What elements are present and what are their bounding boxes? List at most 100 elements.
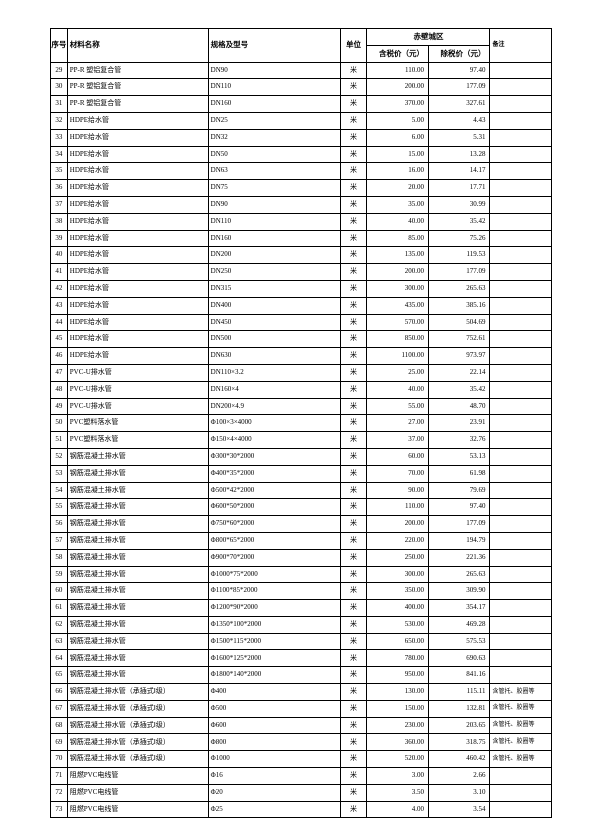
cell-name: 钢筋混凝土排水管 [67, 600, 208, 617]
table-row: 56钢筋混凝土排水管Φ750*60*2000米200.00177.09 [51, 516, 552, 533]
cell-price-notax: 177.09 [428, 264, 490, 281]
hdr-note: 备注 [490, 29, 552, 63]
cell-spec: Φ500*42*2000 [208, 482, 340, 499]
cell-price-tax: 35.00 [367, 196, 429, 213]
cell-seq: 37 [51, 196, 68, 213]
cell-name: HDPE给水管 [67, 348, 208, 365]
cell-price-tax: 40.00 [367, 213, 429, 230]
table-row: 48PVC-U排水管DN160×4米40.0035.42 [51, 381, 552, 398]
cell-name: 钢筋混凝土排水管（承插式Ⅰ级） [67, 717, 208, 734]
table-row: 41HDPE给水管DN250米200.00177.09 [51, 264, 552, 281]
cell-seq: 67 [51, 700, 68, 717]
cell-seq: 70 [51, 751, 68, 768]
table-row: 37HDPE给水管DN90米35.0030.99 [51, 196, 552, 213]
table-row: 52钢筋混凝土排水管Φ300*30*2000米60.0053.13 [51, 448, 552, 465]
cell-unit: 米 [340, 280, 367, 297]
cell-name: PVC-U排水管 [67, 381, 208, 398]
cell-unit: 米 [340, 448, 367, 465]
cell-name: 钢筋混凝土排水管 [67, 532, 208, 549]
cell-price-notax: 318.75 [428, 734, 490, 751]
cell-note [490, 801, 552, 818]
table-row: 32HDPE给水管DN25米5.004.43 [51, 112, 552, 129]
cell-unit: 米 [340, 331, 367, 348]
cell-note [490, 79, 552, 96]
table-row: 49PVC-U排水管DN200×4.9米55.0048.70 [51, 398, 552, 415]
cell-seq: 47 [51, 364, 68, 381]
cell-seq: 58 [51, 549, 68, 566]
cell-price-notax: 115.11 [428, 684, 490, 701]
cell-note [490, 280, 552, 297]
cell-price-tax: 16.00 [367, 163, 429, 180]
cell-spec: Φ100×3×4000 [208, 415, 340, 432]
table-row: 60钢筋混凝土排水管Φ1100*85*2000米350.00309.90 [51, 583, 552, 600]
cell-spec: DN90 [208, 196, 340, 213]
cell-name: 钢筋混凝土排水管 [67, 566, 208, 583]
cell-spec: DN32 [208, 129, 340, 146]
cell-note [490, 112, 552, 129]
cell-price-tax: 950.00 [367, 667, 429, 684]
cell-unit: 米 [340, 79, 367, 96]
cell-name: 钢筋混凝土排水管 [67, 448, 208, 465]
cell-price-tax: 360.00 [367, 734, 429, 751]
cell-spec: Φ1200*90*2000 [208, 600, 340, 617]
cell-price-notax: 5.31 [428, 129, 490, 146]
cell-spec: DN160 [208, 230, 340, 247]
table-row: 59钢筋混凝土排水管Φ1000*75*2000米300.00265.63 [51, 566, 552, 583]
cell-spec: DN400 [208, 297, 340, 314]
cell-price-tax: 530.00 [367, 616, 429, 633]
cell-unit: 米 [340, 213, 367, 230]
hdr-spec: 规格及型号 [208, 29, 340, 63]
cell-name: 钢筋混凝土排水管 [67, 516, 208, 533]
table-row: 54钢筋混凝土排水管Φ500*42*2000米90.0079.69 [51, 482, 552, 499]
cell-seq: 41 [51, 264, 68, 281]
cell-note [490, 482, 552, 499]
cell-seq: 59 [51, 566, 68, 583]
cell-spec: Φ1100*85*2000 [208, 583, 340, 600]
cell-unit: 米 [340, 516, 367, 533]
cell-price-notax: 3.54 [428, 801, 490, 818]
cell-unit: 米 [340, 146, 367, 163]
cell-note [490, 667, 552, 684]
table-row: 64钢筋混凝土排水管Φ1600*125*2000米780.00690.63 [51, 650, 552, 667]
table-row: 31PP-R 塑铝复合管DN160米370.00327.61 [51, 96, 552, 113]
table-row: 51PVC塑料落水管Φ150×4×4000米37.0032.76 [51, 432, 552, 449]
cell-price-notax: 194.79 [428, 532, 490, 549]
cell-note [490, 432, 552, 449]
cell-seq: 73 [51, 801, 68, 818]
cell-price-tax: 300.00 [367, 280, 429, 297]
cell-name: HDPE给水管 [67, 314, 208, 331]
cell-note [490, 381, 552, 398]
table-row: 69钢筋混凝土排水管（承插式Ⅰ级）Φ800米360.00318.75含管托、胶圈… [51, 734, 552, 751]
cell-name: HDPE给水管 [67, 230, 208, 247]
cell-price-tax: 4.00 [367, 801, 429, 818]
cell-name: PVC-U排水管 [67, 398, 208, 415]
cell-unit: 米 [340, 96, 367, 113]
cell-price-tax: 55.00 [367, 398, 429, 415]
cell-unit: 米 [340, 180, 367, 197]
cell-note [490, 633, 552, 650]
cell-seq: 52 [51, 448, 68, 465]
cell-note [490, 415, 552, 432]
table-row: 67钢筋混凝土排水管（承插式Ⅰ级）Φ500米150.00132.81含管托、胶圈… [51, 700, 552, 717]
table-row: 55钢筋混凝土排水管Φ600*50*2000米110.0097.40 [51, 499, 552, 516]
cell-price-notax: 13.28 [428, 146, 490, 163]
cell-unit: 米 [340, 784, 367, 801]
cell-price-tax: 200.00 [367, 264, 429, 281]
cell-price-tax: 400.00 [367, 600, 429, 617]
cell-seq: 50 [51, 415, 68, 432]
cell-seq: 68 [51, 717, 68, 734]
cell-spec: Φ800*65*2000 [208, 532, 340, 549]
table-row: 72阻燃PVC电线管Φ20米3.503.10 [51, 784, 552, 801]
cell-price-notax: 265.63 [428, 566, 490, 583]
cell-seq: 56 [51, 516, 68, 533]
cell-price-notax: 752.61 [428, 331, 490, 348]
cell-seq: 33 [51, 129, 68, 146]
table-row: 43HDPE给水管DN400米435.00385.16 [51, 297, 552, 314]
cell-seq: 64 [51, 650, 68, 667]
table-row: 40HDPE给水管DN200米135.00119.53 [51, 247, 552, 264]
cell-price-notax: 14.17 [428, 163, 490, 180]
table-row: 44HDPE给水管DN450米570.00504.69 [51, 314, 552, 331]
cell-price-tax: 110.00 [367, 62, 429, 79]
table-row: 68钢筋混凝土排水管（承插式Ⅰ级）Φ600米230.00203.65含管托、胶圈… [51, 717, 552, 734]
cell-name: 钢筋混凝土排水管 [67, 616, 208, 633]
